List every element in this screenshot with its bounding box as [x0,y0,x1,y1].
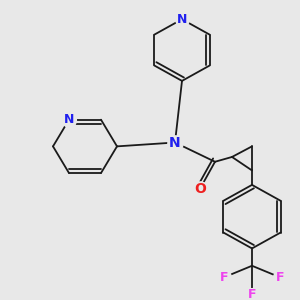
Text: F: F [220,271,228,284]
Text: F: F [248,288,256,300]
Text: N: N [64,113,74,126]
Text: N: N [177,13,187,26]
Text: N: N [169,136,181,149]
Text: O: O [194,182,206,196]
Text: F: F [276,271,284,284]
